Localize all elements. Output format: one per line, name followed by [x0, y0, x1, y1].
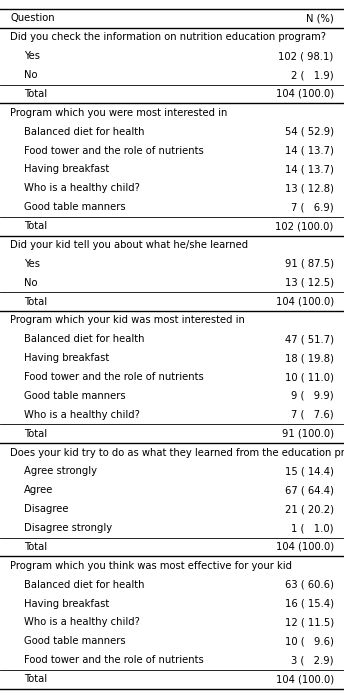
Text: 104 (100.0): 104 (100.0) [276, 542, 334, 552]
Text: 102 ( 98.1): 102 ( 98.1) [278, 51, 334, 61]
Text: Total: Total [24, 674, 47, 684]
Text: N (%): N (%) [306, 13, 334, 24]
Text: Food tower and the role of nutrients: Food tower and the role of nutrients [24, 655, 204, 665]
Text: Did you check the information on nutrition education program?: Did you check the information on nutriti… [10, 33, 326, 42]
Text: Food tower and the role of nutrients: Food tower and the role of nutrients [24, 145, 204, 156]
Text: 104 (100.0): 104 (100.0) [276, 297, 334, 307]
Text: 3 (   2.9): 3 ( 2.9) [291, 655, 334, 665]
Text: Who is a healthy child?: Who is a healthy child? [24, 617, 140, 628]
Text: Program which you were most interested in: Program which you were most interested i… [10, 108, 228, 118]
Text: Disagree: Disagree [24, 504, 68, 514]
Text: 14 ( 13.7): 14 ( 13.7) [285, 165, 334, 174]
Text: 7 (   7.6): 7 ( 7.6) [291, 410, 334, 420]
Text: Good table manners: Good table manners [24, 202, 126, 212]
Text: 47 ( 51.7): 47 ( 51.7) [285, 334, 334, 345]
Text: No: No [24, 70, 37, 80]
Text: Disagree strongly: Disagree strongly [24, 523, 112, 533]
Text: 21 ( 20.2): 21 ( 20.2) [285, 504, 334, 514]
Text: 13 ( 12.8): 13 ( 12.8) [285, 183, 334, 193]
Text: 12 ( 11.5): 12 ( 11.5) [284, 617, 334, 628]
Text: 10 (   9.6): 10 ( 9.6) [285, 637, 334, 646]
Text: Who is a healthy child?: Who is a healthy child? [24, 183, 140, 193]
Text: Yes: Yes [24, 259, 40, 268]
Text: 104 (100.0): 104 (100.0) [276, 674, 334, 684]
Text: Balanced diet for health: Balanced diet for health [24, 580, 144, 590]
Text: Having breakfast: Having breakfast [24, 165, 109, 174]
Text: Good table manners: Good table manners [24, 637, 126, 646]
Text: 14 ( 13.7): 14 ( 13.7) [285, 145, 334, 156]
Text: Total: Total [24, 542, 47, 552]
Text: Balanced diet for health: Balanced diet for health [24, 127, 144, 137]
Text: 13 ( 12.5): 13 ( 12.5) [285, 277, 334, 288]
Text: 15 ( 14.4): 15 ( 14.4) [285, 466, 334, 477]
Text: 10 ( 11.0): 10 ( 11.0) [285, 372, 334, 382]
Text: 104 (100.0): 104 (100.0) [276, 89, 334, 99]
Text: Food tower and the role of nutrients: Food tower and the role of nutrients [24, 372, 204, 382]
Text: Program which you think was most effective for your kid: Program which you think was most effecti… [10, 561, 292, 571]
Text: 7 (   6.9): 7 ( 6.9) [291, 202, 334, 212]
Text: 9 (   9.9): 9 ( 9.9) [291, 391, 334, 401]
Text: 18 ( 19.8): 18 ( 19.8) [285, 353, 334, 363]
Text: Balanced diet for health: Balanced diet for health [24, 334, 144, 345]
Text: 54 ( 52.9): 54 ( 52.9) [285, 127, 334, 137]
Text: 91 ( 87.5): 91 ( 87.5) [285, 259, 334, 268]
Text: 63 ( 60.6): 63 ( 60.6) [285, 580, 334, 590]
Text: Agree: Agree [24, 485, 53, 495]
Text: Program which your kid was most interested in: Program which your kid was most interest… [10, 316, 245, 325]
Text: Having breakfast: Having breakfast [24, 353, 109, 363]
Text: Total: Total [24, 89, 47, 99]
Text: Having breakfast: Having breakfast [24, 599, 109, 608]
Text: Total: Total [24, 221, 47, 231]
Text: 67 ( 64.4): 67 ( 64.4) [285, 485, 334, 495]
Text: Does your kid try to do as what they learned from the education program?: Does your kid try to do as what they lea… [10, 448, 344, 457]
Text: Did your kid tell you about what he/she learned: Did your kid tell you about what he/she … [10, 240, 248, 250]
Text: 102 (100.0): 102 (100.0) [276, 221, 334, 231]
Text: 2 (   1.9): 2 ( 1.9) [291, 70, 334, 80]
Text: No: No [24, 277, 37, 288]
Text: Question: Question [10, 13, 55, 24]
Text: 1 (   1.0): 1 ( 1.0) [291, 523, 334, 533]
Text: Agree strongly: Agree strongly [24, 466, 97, 477]
Text: 16 ( 15.4): 16 ( 15.4) [285, 599, 334, 608]
Text: 91 (100.0): 91 (100.0) [282, 429, 334, 439]
Text: Yes: Yes [24, 51, 40, 61]
Text: Total: Total [24, 429, 47, 439]
Text: Who is a healthy child?: Who is a healthy child? [24, 410, 140, 420]
Text: Total: Total [24, 297, 47, 307]
Text: Good table manners: Good table manners [24, 391, 126, 401]
